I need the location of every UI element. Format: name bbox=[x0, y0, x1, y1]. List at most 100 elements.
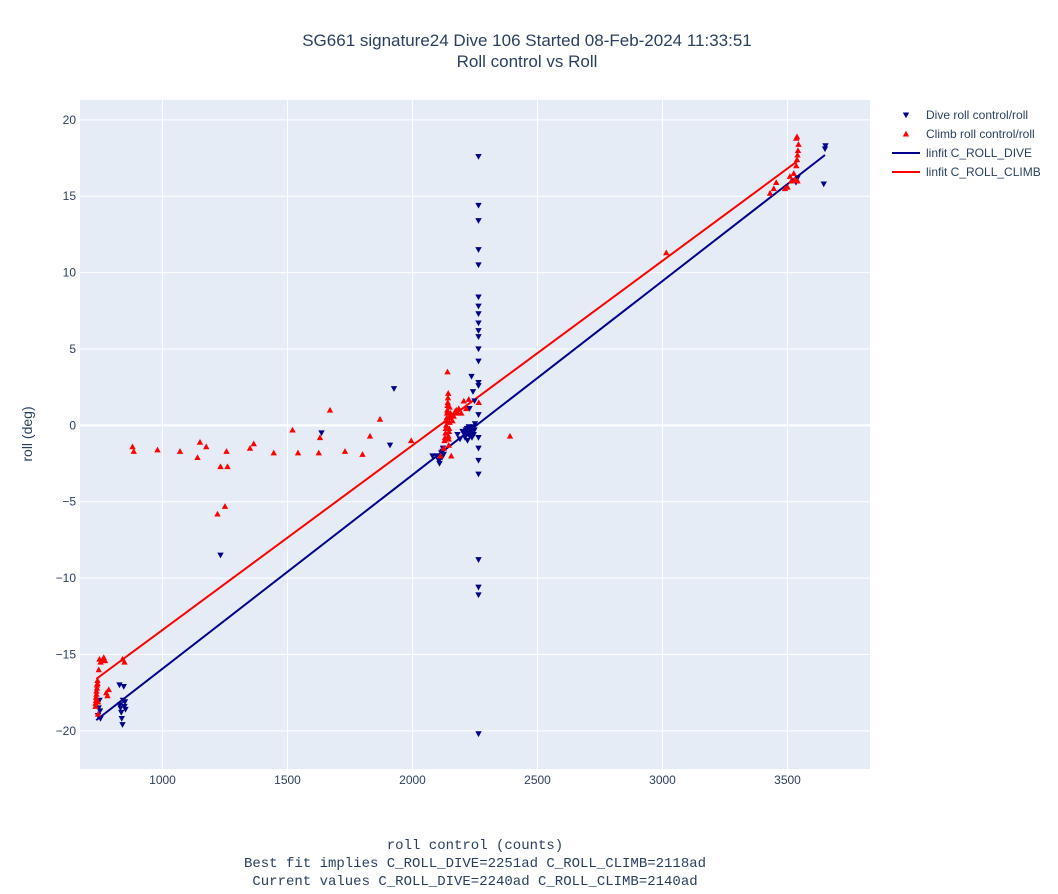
legend[interactable]: Dive roll control/roll Climb roll control… bbox=[892, 108, 1041, 179]
legend-item-3[interactable]: linfit C_ROLL_CLIMB bbox=[892, 165, 1041, 179]
climb-point bbox=[793, 162, 800, 169]
dive-point bbox=[386, 442, 394, 449]
climb-point bbox=[446, 419, 453, 425]
dive-point bbox=[119, 722, 126, 728]
dive-point bbox=[470, 431, 477, 438]
climb-point bbox=[446, 414, 454, 421]
legend-label: Dive roll control/roll bbox=[926, 108, 1028, 122]
y-tick-label: −20 bbox=[56, 724, 77, 738]
legend-item-1[interactable]: Climb roll control/roll bbox=[902, 127, 1035, 141]
climb-point bbox=[444, 394, 452, 401]
dive-point bbox=[116, 682, 123, 689]
dive-point bbox=[475, 471, 482, 478]
dive-point bbox=[475, 247, 482, 253]
legend-label: linfit C_ROLL_CLIMB bbox=[926, 165, 1041, 179]
climb-point bbox=[442, 429, 449, 436]
data-markers bbox=[92, 133, 829, 738]
climb-point bbox=[794, 177, 801, 184]
dive-point bbox=[436, 460, 443, 467]
dive-point bbox=[97, 716, 104, 722]
climb-point bbox=[176, 448, 184, 454]
climb-point bbox=[506, 432, 514, 439]
x-axis-title: roll control (counts) Best fit implies C… bbox=[244, 838, 706, 890]
climb-point bbox=[223, 448, 230, 454]
dive-point bbox=[475, 320, 482, 327]
climb-point bbox=[224, 463, 231, 470]
climb-point bbox=[446, 425, 453, 431]
climb-point bbox=[450, 412, 457, 419]
climb-point bbox=[794, 151, 801, 158]
climb-point bbox=[214, 510, 221, 517]
legend-marker-swatch bbox=[902, 112, 910, 119]
x-axis-title-line-3: Current values C_ROLL_DIVE=2240ad C_ROLL… bbox=[252, 874, 697, 890]
climb-point bbox=[773, 179, 780, 186]
chart-title: SG661 signature24 Dive 106 Started 08-Fe… bbox=[302, 31, 752, 71]
climb-point bbox=[203, 443, 210, 450]
climb-point bbox=[445, 428, 453, 435]
climb-point bbox=[795, 141, 802, 147]
legend-item-2[interactable]: linfit C_ROLL_DIVE bbox=[892, 146, 1032, 160]
chart-title-line-2: Roll control vs Roll bbox=[457, 52, 598, 71]
dive-point bbox=[217, 552, 224, 559]
y-tick-label: 15 bbox=[63, 189, 77, 203]
climb-point bbox=[326, 406, 334, 413]
x-tick-label: 1000 bbox=[149, 773, 176, 787]
y-tick-label: −15 bbox=[56, 647, 77, 661]
dive-point bbox=[122, 706, 129, 713]
x-axis-title-line-1: roll control (counts) bbox=[387, 838, 563, 854]
climb-point bbox=[92, 703, 99, 709]
climb-point bbox=[221, 503, 229, 509]
climb-point bbox=[445, 390, 452, 396]
legend-label: linfit C_ROLL_DIVE bbox=[926, 146, 1032, 160]
climb-point bbox=[408, 437, 415, 444]
climb-point bbox=[250, 440, 257, 447]
dive-point bbox=[475, 294, 482, 301]
climb-point bbox=[130, 448, 137, 454]
dive-point bbox=[469, 389, 477, 395]
dive-point bbox=[475, 434, 482, 441]
climb-point bbox=[770, 185, 777, 192]
dive-point bbox=[475, 202, 482, 209]
legend-item-0[interactable]: Dive roll control/roll bbox=[902, 108, 1028, 122]
climb-point bbox=[448, 452, 455, 459]
dive-point bbox=[475, 457, 482, 464]
y-tick-label: 0 bbox=[69, 418, 76, 432]
climb-point bbox=[445, 435, 452, 442]
dive-point bbox=[475, 303, 482, 310]
climb-point bbox=[793, 156, 801, 163]
climb-point bbox=[766, 189, 774, 196]
climb-point bbox=[663, 249, 670, 256]
dive-point bbox=[475, 153, 482, 160]
dive-point bbox=[475, 557, 482, 563]
dive-point bbox=[433, 453, 440, 460]
x-tick-label: 1500 bbox=[274, 773, 301, 787]
climb-point bbox=[246, 445, 254, 451]
climb-point bbox=[101, 657, 109, 664]
climb-point bbox=[92, 694, 100, 700]
climb-point bbox=[289, 426, 296, 433]
dive-point bbox=[475, 731, 482, 738]
climb-point bbox=[444, 406, 451, 413]
dive-point bbox=[475, 262, 482, 269]
climb-point bbox=[366, 432, 374, 439]
dive-point bbox=[471, 398, 478, 405]
climb-point bbox=[786, 173, 794, 179]
climb-point bbox=[444, 368, 451, 375]
x-tick-label: 3000 bbox=[649, 773, 676, 787]
y-tick-label: −5 bbox=[62, 495, 76, 509]
climb-point bbox=[316, 434, 324, 441]
dive-point bbox=[390, 386, 398, 392]
dive-point bbox=[475, 328, 482, 334]
dive-point bbox=[475, 218, 482, 224]
dive-point bbox=[118, 716, 125, 722]
dive-point bbox=[464, 438, 471, 444]
climb-point bbox=[441, 437, 448, 444]
climb-point bbox=[444, 399, 451, 405]
climb-point bbox=[788, 177, 795, 184]
y-tick-labels: −20 −15 −10 −5 0 5 10 15 20 bbox=[56, 113, 77, 738]
climb-point bbox=[92, 700, 99, 706]
climb-point bbox=[121, 658, 128, 665]
climb-point bbox=[104, 692, 111, 699]
y-tick-label: 10 bbox=[63, 266, 77, 280]
